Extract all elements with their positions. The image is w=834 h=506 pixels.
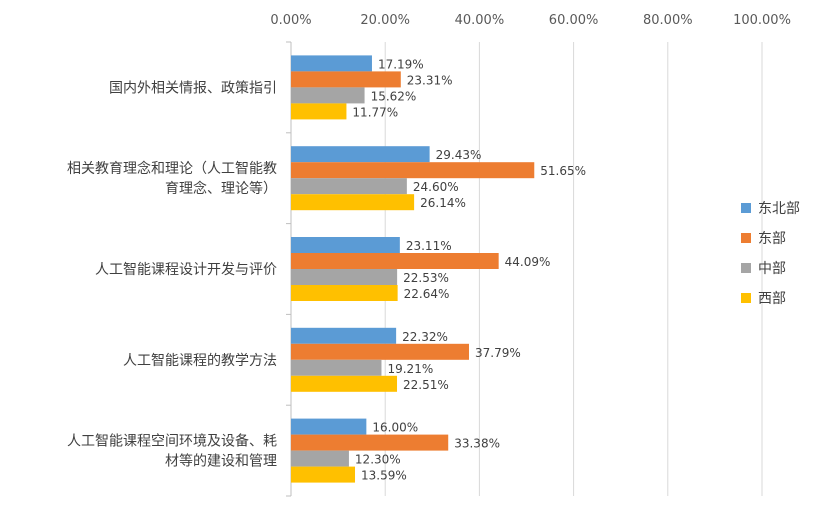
data-label-2-2: 22.53%	[403, 271, 449, 285]
bar-4-1	[291, 434, 449, 451]
x-tick-label-2: 40.00%	[455, 13, 505, 28]
category-label-2: 人工智能课程设计开发与评价	[95, 262, 277, 278]
bar-4-3	[291, 466, 356, 483]
x-tick-label-1: 20.00%	[360, 13, 410, 28]
bar-0-3	[291, 103, 347, 120]
legend-label-3: 西部	[758, 291, 786, 307]
bar-3-2	[291, 359, 382, 376]
bar-1-0	[291, 146, 430, 163]
category-label-4-line-0: 人工智能课程空间环境及设备、耗	[67, 433, 277, 450]
bar-1-1	[291, 162, 535, 179]
x-tick-label-5: 100.00%	[733, 13, 791, 28]
data-labels: 17.19% 23.31% 15.62% 11.77% 29.43% 51.65% 24.6…	[352, 57, 586, 482]
data-label-0-1: 23.31%	[407, 73, 453, 87]
x-tick-label-4: 80.00%	[643, 13, 693, 28]
bar-1-2	[291, 178, 407, 195]
bar-3-1	[291, 343, 469, 360]
data-label-1-0: 29.43%	[436, 148, 482, 162]
legend-label-1: 东部	[758, 231, 786, 247]
bar-2-2	[291, 269, 398, 285]
bar-0-2	[291, 87, 365, 104]
bar-4-2	[291, 450, 349, 467]
legend-swatch-0	[741, 203, 751, 213]
data-label-2-0: 23.11%	[406, 239, 452, 253]
legend-label-0: 东北部	[758, 201, 800, 217]
data-label-3-3: 22.51%	[403, 378, 449, 392]
data-label-4-1: 33.38%	[454, 437, 500, 451]
data-label-3-1: 37.79%	[475, 346, 521, 360]
axes: 0.00% 20.00% 40.00% 60.00% 80.00% 100.00% 国内外相…	[67, 13, 791, 497]
data-label-4-2: 12.30%	[355, 453, 401, 467]
data-label-0-2: 15.62%	[371, 89, 417, 103]
legend-swatch-1	[741, 233, 751, 243]
bar-4-0	[291, 418, 367, 435]
x-tick-label-0: 0.00%	[270, 13, 311, 28]
data-label-3-2: 19.21%	[387, 362, 433, 376]
data-label-2-1: 44.09%	[505, 255, 551, 269]
bar-0-1	[291, 71, 401, 88]
legend-swatch-3	[741, 293, 751, 303]
bar-2-3	[291, 285, 398, 301]
legend-label-2: 中部	[758, 261, 786, 277]
bar-0-0	[291, 55, 372, 72]
data-label-2-3: 22.64%	[404, 287, 450, 301]
data-label-1-2: 24.60%	[413, 180, 459, 194]
bar-2-1	[291, 253, 499, 269]
category-label-4-line-1: 材等的建设和管理	[165, 453, 277, 470]
bar-2-0	[291, 237, 400, 253]
data-label-0-0: 17.19%	[378, 57, 424, 71]
category-label-1-line-1: 育理念、理论等）	[165, 180, 277, 197]
data-label-4-3: 13.59%	[361, 469, 407, 483]
data-label-3-0: 22.32%	[402, 330, 448, 344]
bars	[291, 55, 535, 483]
data-label-4-0: 16.00%	[372, 421, 418, 435]
bar-3-0	[291, 327, 397, 344]
category-label-1-line-0: 相关教育理念和理论（人工智能教	[67, 160, 277, 177]
x-tick-label-3: 60.00%	[549, 13, 599, 28]
bar-1-3	[291, 194, 415, 211]
bar-3-3	[291, 375, 398, 392]
category-label-0: 国内外相关情报、政策指引	[109, 79, 277, 96]
category-label-3: 人工智能课程的教学方法	[123, 353, 277, 369]
data-label-1-1: 51.65%	[540, 164, 586, 178]
data-label-1-3: 26.14%	[420, 196, 466, 210]
legend-swatch-2	[741, 263, 751, 273]
data-label-0-3: 11.77%	[352, 105, 398, 119]
